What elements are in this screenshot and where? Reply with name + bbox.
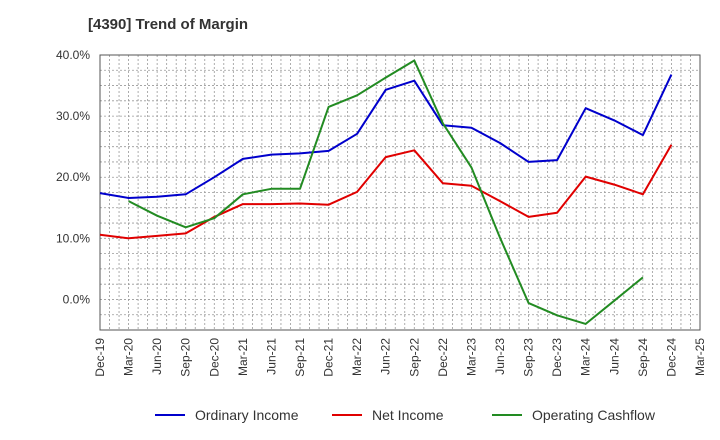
x-tick-label: Jun-24 xyxy=(607,338,621,375)
x-tick-label: Mar-25 xyxy=(693,338,707,376)
x-tick-label: Jun-22 xyxy=(379,338,393,375)
y-tick-label: 30.0% xyxy=(56,109,90,123)
x-tick-label: Mar-21 xyxy=(236,338,250,376)
y-tick-label: 0.0% xyxy=(63,292,91,306)
x-tick-label: Mar-23 xyxy=(464,338,478,376)
y-tick-label: 10.0% xyxy=(56,231,90,245)
x-tick-label: Mar-20 xyxy=(122,338,136,376)
x-tick-label: Dec-20 xyxy=(207,338,221,377)
x-tick-label: Sep-22 xyxy=(407,338,421,377)
legend-label: Operating Cashflow xyxy=(532,407,656,423)
x-tick-label: Sep-24 xyxy=(636,338,650,377)
x-tick-label: Sep-21 xyxy=(293,338,307,377)
x-tick-label: Mar-22 xyxy=(350,338,364,376)
x-tick-label: Dec-23 xyxy=(550,338,564,377)
x-tick-label: Jun-23 xyxy=(493,338,507,375)
legend-label: Ordinary Income xyxy=(195,407,299,423)
x-tick-label: Jun-21 xyxy=(264,338,278,375)
plot-frame xyxy=(99,54,701,331)
x-tick-label: Sep-23 xyxy=(522,338,536,377)
series-line-operating-cashflow xyxy=(128,59,644,325)
x-tick-label: Dec-19 xyxy=(93,338,107,377)
legend-label: Net Income xyxy=(372,407,444,423)
x-tick-label: Sep-20 xyxy=(179,338,193,377)
x-tick-label: Dec-22 xyxy=(436,338,450,377)
y-tick-label: 40.0% xyxy=(56,48,90,62)
x-tick-label: Dec-24 xyxy=(664,338,678,377)
x-tick-label: Dec-21 xyxy=(322,338,336,377)
series-line-ordinary-income xyxy=(99,74,673,199)
chart-title: [4390] Trend of Margin xyxy=(88,16,249,33)
series-line-net-income xyxy=(99,144,673,240)
x-tick-label: Jun-20 xyxy=(150,338,164,375)
x-tick-label: Mar-24 xyxy=(579,338,593,376)
y-tick-label: 20.0% xyxy=(56,170,90,184)
